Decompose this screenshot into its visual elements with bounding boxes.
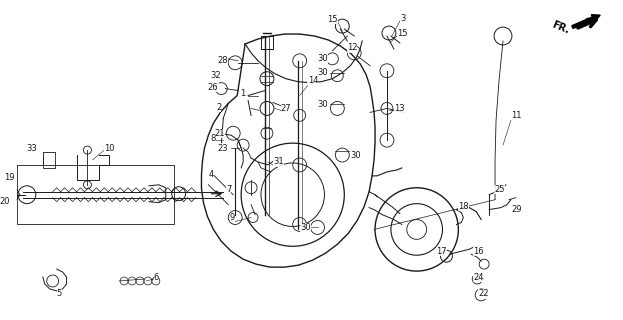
Text: 26: 26: [207, 83, 218, 92]
Text: 5: 5: [57, 289, 62, 298]
FancyArrow shape: [572, 15, 600, 28]
Text: 18: 18: [459, 202, 469, 211]
Text: 25: 25: [494, 185, 505, 194]
Text: 30: 30: [317, 54, 328, 63]
Text: 9: 9: [230, 213, 235, 222]
Text: 17: 17: [436, 247, 447, 256]
Text: 2: 2: [216, 103, 221, 112]
Text: FR.: FR.: [550, 19, 571, 35]
Text: 3: 3: [400, 14, 405, 23]
Text: 31: 31: [273, 157, 283, 166]
Text: 11: 11: [511, 111, 521, 120]
Text: 23: 23: [217, 144, 228, 153]
Text: 10: 10: [104, 144, 115, 153]
Text: 28: 28: [217, 56, 228, 65]
Text: 29: 29: [511, 205, 521, 214]
Text: 12: 12: [346, 44, 357, 52]
Text: 14: 14: [308, 76, 318, 85]
Text: 15: 15: [397, 28, 407, 37]
Text: 24: 24: [473, 273, 483, 282]
Text: 16: 16: [473, 247, 484, 256]
Text: 30: 30: [300, 223, 311, 232]
Text: 27: 27: [281, 104, 292, 113]
Text: 30: 30: [350, 150, 361, 160]
Text: 8: 8: [210, 134, 216, 143]
Text: 7: 7: [226, 185, 231, 194]
Text: 30: 30: [317, 100, 328, 109]
Text: 15: 15: [327, 15, 337, 24]
Text: 4: 4: [208, 170, 213, 180]
Text: 20: 20: [0, 197, 10, 206]
Text: 1: 1: [240, 89, 245, 98]
Text: 21: 21: [215, 129, 226, 138]
Text: 32: 32: [211, 71, 221, 80]
Text: 30: 30: [317, 68, 328, 77]
Text: 6: 6: [154, 273, 159, 282]
Text: 19: 19: [4, 173, 15, 182]
Text: 33: 33: [26, 144, 37, 153]
Text: 13: 13: [394, 104, 404, 113]
Text: 22: 22: [478, 289, 488, 298]
